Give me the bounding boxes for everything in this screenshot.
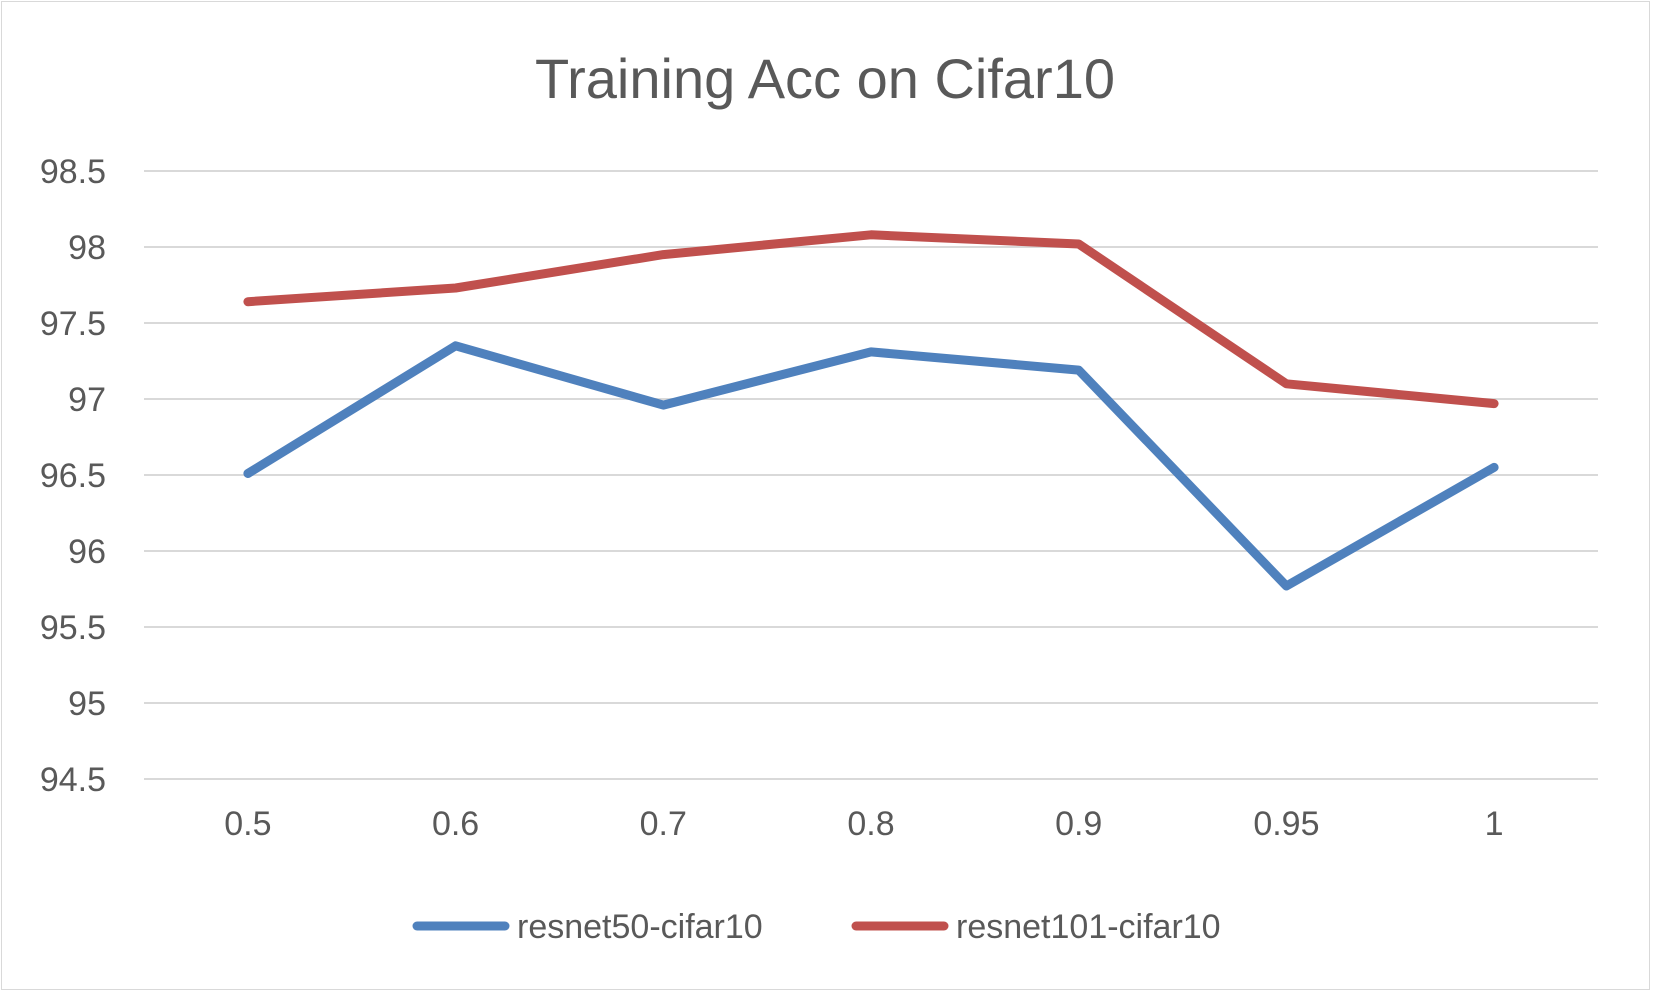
legend: resnet50-cifar10 resnet101-cifar10 [412, 908, 1221, 946]
y-tick-label: 95 [68, 685, 106, 723]
gridlines [144, 170, 1598, 780]
y-axis-ticks: 94.5 95 95.5 96 96.5 97 97.5 98 98.5 [40, 153, 106, 799]
x-tick-label: 0.5 [224, 805, 271, 843]
x-tick-label: 0.7 [640, 805, 687, 843]
y-tick-label: 97 [68, 381, 106, 419]
y-tick-label: 96.5 [40, 457, 106, 495]
x-tick-label: 1 [1485, 805, 1504, 843]
y-tick-label: 97.5 [40, 305, 106, 343]
x-axis-ticks: 0.5 0.6 0.7 0.8 0.9 0.95 1 [224, 805, 1503, 843]
series-line-resnet101-cifar10 [243, 230, 1499, 409]
y-tick-label: 94.5 [40, 761, 106, 799]
y-tick-label: 98 [68, 229, 106, 267]
y-tick-label: 95.5 [40, 609, 106, 647]
legend-label: resnet50-cifar10 [517, 908, 763, 946]
chart-title: Training Acc on Cifar10 [535, 47, 1115, 110]
series-line-resnet50-cifar10 [243, 341, 1499, 591]
series-lines [243, 230, 1499, 591]
y-tick-label: 98.5 [40, 153, 106, 191]
x-tick-label: 0.8 [847, 805, 894, 843]
legend-label: resnet101-cifar10 [956, 908, 1221, 946]
x-tick-label: 0.95 [1253, 805, 1319, 843]
x-tick-label: 0.9 [1055, 805, 1102, 843]
x-tick-label: 0.6 [432, 805, 479, 843]
y-tick-label: 96 [68, 533, 106, 571]
